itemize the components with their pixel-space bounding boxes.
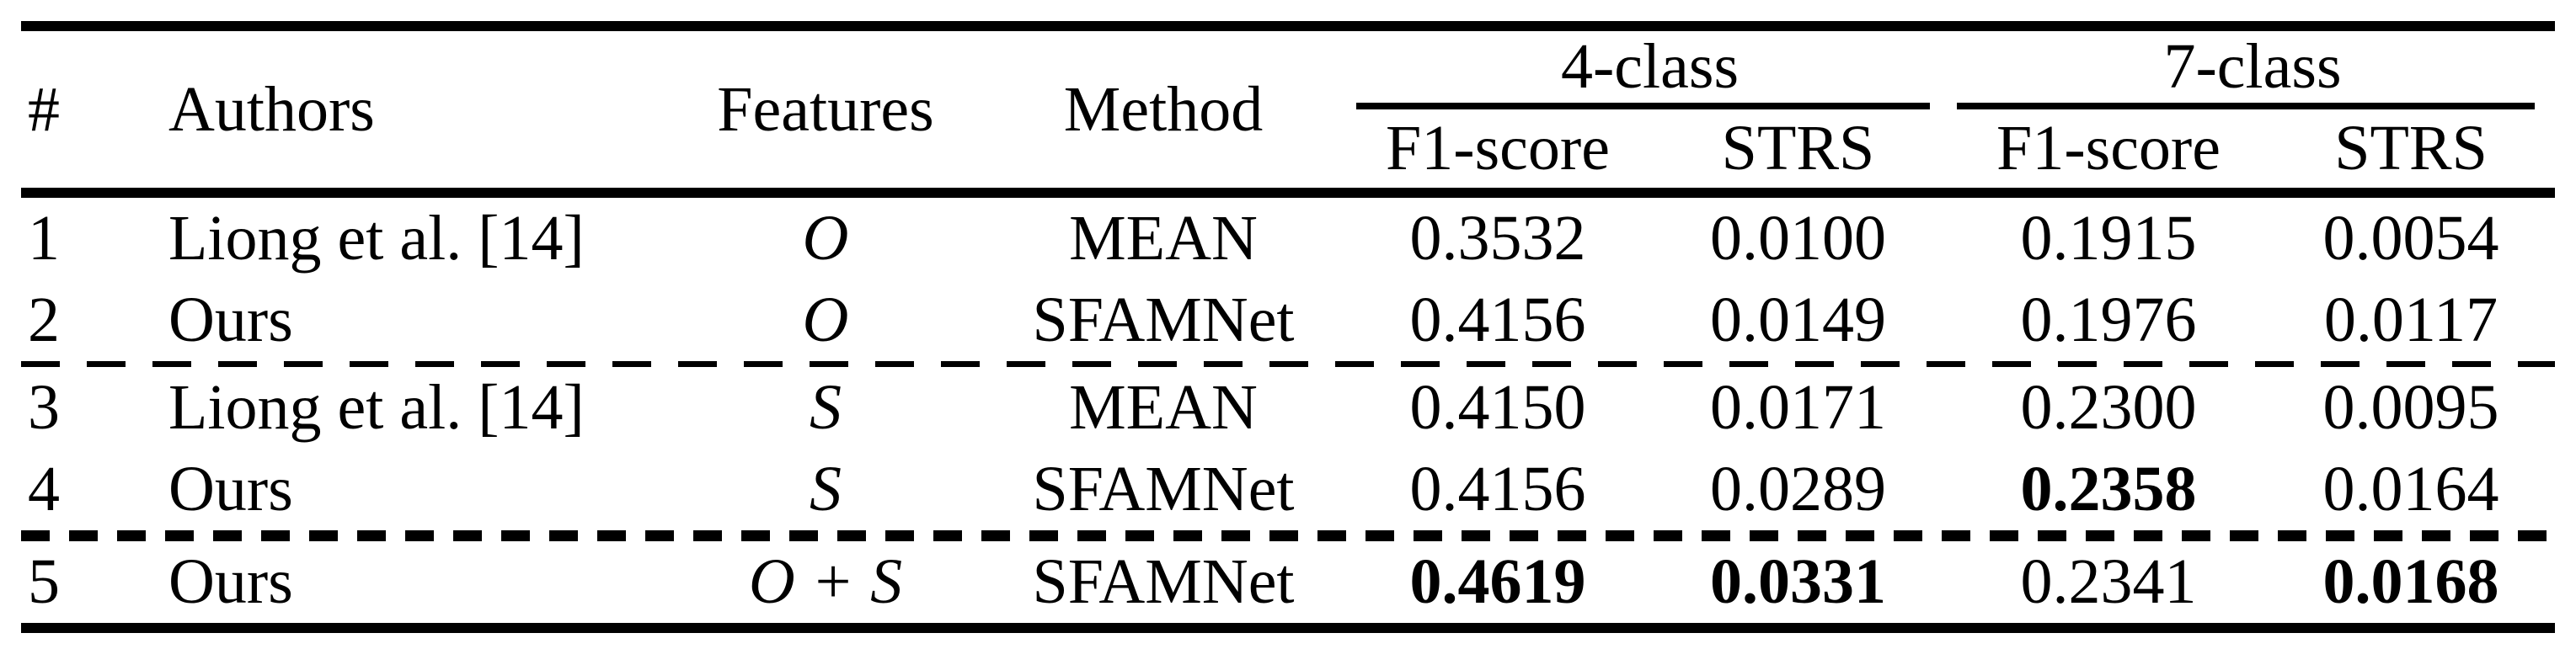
cell-features: O + S <box>748 546 903 617</box>
table-row-5: 5 Ours O + S SFAMNet 0.4619 0.0331 0.234… <box>21 541 2555 628</box>
group-label-4class: 4-class <box>1560 31 1740 102</box>
col-header-strs-7class: STRS <box>2267 109 2556 198</box>
col-header-num: # <box>21 26 135 198</box>
cell-strs-4class: 0.0171 <box>1710 372 1886 443</box>
group-underline-4class <box>1356 103 1931 109</box>
cell-authors: Ours <box>168 454 293 524</box>
cell-num: 3 <box>28 372 60 443</box>
group-underline-7class <box>1957 103 2536 109</box>
col-header-strs-4class: STRS <box>1646 109 1951 198</box>
cell-strs-4class: 0.0100 <box>1710 203 1886 274</box>
cell-features: S <box>810 372 842 443</box>
group-header-4class: 4-class <box>1349 26 1950 109</box>
cell-method: MEAN <box>1069 372 1258 443</box>
cell-strs-7class: 0.0054 <box>2322 203 2499 274</box>
cell-strs-7class: 0.0164 <box>2322 454 2499 524</box>
cell-features: S <box>810 454 842 524</box>
table-row-2: 2 Ours O SFAMNet 0.4156 0.0149 0.1976 0.… <box>21 279 2555 361</box>
table-row-3: 3 Liong et al. [14] S MEAN 0.4150 0.0171… <box>21 367 2555 449</box>
cell-authors: Ours <box>168 546 293 617</box>
cell-f1-7class: 0.2358 <box>2020 454 2197 524</box>
dashed-separator-thin <box>21 361 2556 367</box>
cell-authors: Ours <box>168 285 293 355</box>
cell-strs-7class: 0.0117 <box>2323 285 2499 355</box>
cell-num: 5 <box>28 546 60 617</box>
thin-dashed-rule <box>21 361 2556 367</box>
cell-features: O <box>802 285 849 355</box>
dashed-separator-thick <box>21 530 2556 541</box>
cell-method: SFAMNet <box>1032 285 1295 355</box>
header-row-groups: # Authors Features Method 4-class 7-clas… <box>21 26 2555 198</box>
cell-num: 2 <box>28 285 60 355</box>
cell-f1-7class: 0.2341 <box>2020 546 2197 617</box>
cell-f1-4class: 0.4619 <box>1409 546 1586 617</box>
cell-f1-4class: 0.3532 <box>1409 203 1586 274</box>
col-header-f1-4class: F1-score <box>1349 109 1646 198</box>
results-table: # Authors Features Method 4-class 7-clas… <box>21 21 2556 633</box>
col-header-method: Method <box>977 26 1349 198</box>
cell-num: 4 <box>28 454 60 524</box>
table-row-4: 4 Ours S SFAMNet 0.4156 0.0289 0.2358 0.… <box>21 449 2555 530</box>
cell-f1-7class: 0.1976 <box>2020 285 2197 355</box>
col-header-f1-7class: F1-score <box>1950 109 2268 198</box>
group-header-7class: 7-class <box>1950 26 2555 109</box>
cell-strs-4class: 0.0289 <box>1710 454 1886 524</box>
cell-strs-4class: 0.0149 <box>1710 285 1886 355</box>
col-header-features: Features <box>674 26 977 198</box>
cell-method: MEAN <box>1069 203 1258 274</box>
cell-f1-7class: 0.2300 <box>2020 372 2197 443</box>
cell-f1-7class: 0.1915 <box>2020 203 2197 274</box>
cell-method: SFAMNet <box>1032 454 1295 524</box>
col-header-authors: Authors <box>135 26 674 198</box>
cell-features: O <box>802 203 849 274</box>
cell-strs-4class: 0.0331 <box>1710 546 1886 617</box>
cell-authors: Liong et al. [14] <box>168 372 585 443</box>
cell-f1-4class: 0.4156 <box>1409 454 1586 524</box>
cell-authors: Liong et al. [14] <box>168 203 585 274</box>
group-label-7class: 7-class <box>2163 31 2342 102</box>
header-row-sub: F1-score STRS F1-score STRS <box>21 109 2556 198</box>
cell-strs-7class: 0.0168 <box>2322 546 2499 617</box>
table-row-1: 1 Liong et al. [14] O MEAN 0.3532 0.0100… <box>21 193 2555 279</box>
cell-method: SFAMNet <box>1032 546 1295 617</box>
cell-f1-4class: 0.4150 <box>1409 372 1586 443</box>
thick-dashed-rule <box>21 530 2556 541</box>
cell-num: 1 <box>28 203 60 274</box>
cell-strs-7class: 0.0095 <box>2322 372 2499 443</box>
cell-f1-4class: 0.4156 <box>1409 285 1586 355</box>
